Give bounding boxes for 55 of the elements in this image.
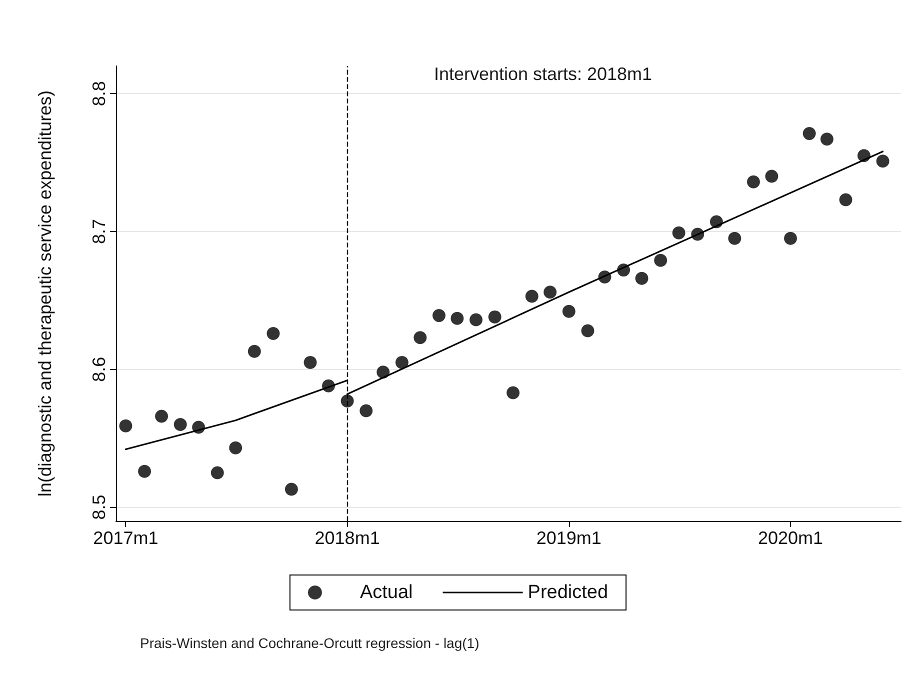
point xyxy=(728,232,742,245)
point xyxy=(857,149,870,162)
x-tick-label: 2018m1 xyxy=(314,528,380,548)
point xyxy=(598,270,612,284)
point xyxy=(525,290,538,303)
point xyxy=(746,175,760,188)
point xyxy=(876,154,890,168)
point xyxy=(765,170,778,183)
chart-title: Intervention starts: 2018m1 xyxy=(434,64,652,84)
point xyxy=(248,344,261,358)
point xyxy=(581,324,594,338)
text: Prais-Winsten and Cochrane-Orcutt regression - lag(1) xyxy=(140,635,480,651)
point xyxy=(839,193,852,206)
point xyxy=(119,419,132,432)
point xyxy=(340,394,354,408)
y-tick-label: 8.7 xyxy=(89,218,109,244)
point xyxy=(450,312,464,325)
y-tick-label: 8.5 xyxy=(89,494,109,520)
point xyxy=(432,309,446,322)
x-tick-label: 2019m1 xyxy=(536,528,602,548)
point xyxy=(820,132,834,146)
point xyxy=(395,356,408,369)
point xyxy=(210,466,224,480)
point xyxy=(654,254,668,267)
point xyxy=(710,215,723,228)
point xyxy=(672,226,686,240)
point xyxy=(635,272,648,285)
point xyxy=(802,127,816,140)
point xyxy=(506,386,520,400)
point xyxy=(414,331,427,344)
point xyxy=(562,304,576,318)
point xyxy=(266,326,280,340)
x-tick-label: 2020m1 xyxy=(758,528,824,548)
y-tick-label: 8.8 xyxy=(89,81,109,106)
y-tick-label: 8.6 xyxy=(89,356,109,382)
x-tick-label: 2017m1 xyxy=(93,528,158,548)
point xyxy=(174,418,187,431)
point xyxy=(155,410,168,423)
legend-label: Actual xyxy=(360,582,413,603)
point xyxy=(784,232,798,245)
point xyxy=(470,313,483,326)
point xyxy=(192,420,206,434)
point xyxy=(376,366,390,379)
point xyxy=(138,464,152,478)
point xyxy=(691,228,704,241)
point xyxy=(322,379,335,392)
point xyxy=(284,482,298,496)
point xyxy=(304,356,317,369)
y-axis-title: ln(diagnostic and therapeutic service expenditures) xyxy=(35,90,55,497)
point xyxy=(360,404,373,418)
legend-label: Predicted xyxy=(528,582,608,603)
point xyxy=(617,264,630,277)
point xyxy=(488,310,502,324)
point xyxy=(229,441,242,454)
point xyxy=(544,286,557,299)
